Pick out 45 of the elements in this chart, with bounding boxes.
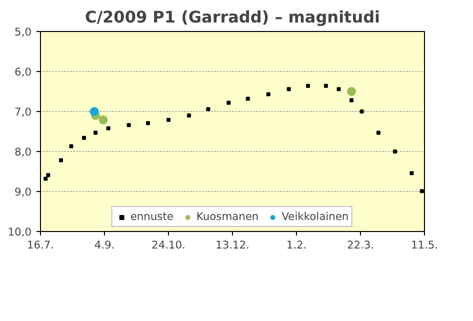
x-tick-label: 13.12. — [216, 238, 250, 252]
point — [98, 115, 108, 124]
point — [347, 87, 356, 96]
y-tick-label: 8,0 — [14, 146, 32, 158]
y-tick-label: 5,0 — [14, 26, 32, 38]
point — [46, 173, 50, 178]
point — [336, 87, 341, 92]
point — [266, 92, 270, 96]
point — [186, 114, 191, 118]
point — [393, 150, 398, 154]
chart-title: C/2009 P1 (Garradd) – magnitudi — [84, 8, 380, 26]
point — [166, 118, 170, 122]
x-tick-label: 1.2. — [286, 238, 307, 252]
point — [44, 176, 48, 181]
point — [350, 98, 354, 102]
y-tick-label: 9,0 — [14, 186, 32, 198]
point — [410, 171, 414, 176]
x-tick-label: 11.5. — [410, 238, 438, 252]
point — [420, 189, 424, 194]
x-tick-label: 22.3. — [346, 238, 374, 252]
point — [126, 123, 131, 128]
legend-label: Kuosmanen — [196, 210, 259, 223]
x-tick-label: 16.7. — [26, 238, 54, 252]
point — [94, 130, 98, 135]
point — [206, 107, 210, 112]
point — [106, 126, 110, 130]
point — [82, 136, 86, 140]
point — [226, 100, 231, 105]
y-tick-label: 10,0 — [8, 226, 32, 238]
point — [306, 84, 310, 88]
point — [376, 130, 380, 135]
point — [324, 84, 328, 88]
legend-label: ennuste — [130, 210, 174, 223]
point — [286, 87, 291, 92]
y-tick-label: 7,0 — [14, 106, 32, 118]
point — [58, 158, 63, 162]
point — [69, 144, 74, 148]
legend-label: Veikkolainen — [282, 210, 349, 223]
x-tick-label: 24.10. — [152, 238, 186, 252]
y-tick-label: 6,0 — [14, 66, 32, 78]
point — [360, 110, 364, 114]
point — [90, 107, 99, 116]
point — [246, 96, 250, 101]
x-tick-label: 4.9. — [94, 238, 115, 252]
point — [146, 121, 150, 126]
